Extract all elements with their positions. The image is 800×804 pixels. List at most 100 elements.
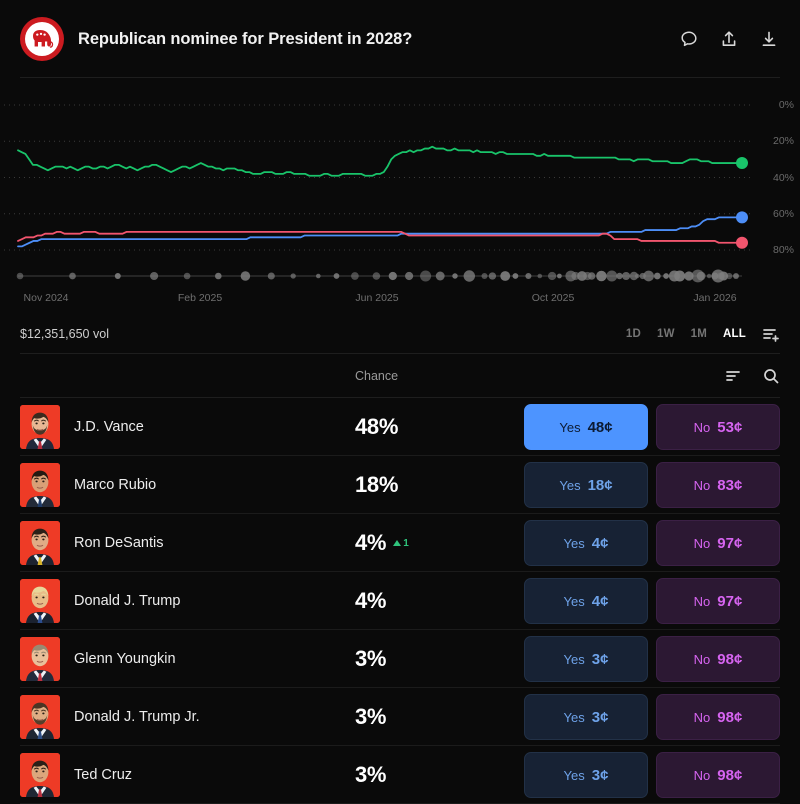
- yes-label: Yes: [559, 477, 581, 493]
- no-price: 98¢: [717, 708, 743, 726]
- yes-button[interactable]: Yes 3¢: [524, 694, 648, 740]
- timeline-event-marker: [372, 272, 381, 280]
- no-button[interactable]: No 97¢: [656, 520, 780, 566]
- header-actions: [678, 28, 780, 50]
- event-timeline[interactable]: [0, 268, 800, 290]
- comment-icon[interactable]: [678, 28, 700, 50]
- table-row[interactable]: Ron DeSantis 4% 1 Yes 4¢ No 97¢: [0, 514, 800, 572]
- timeline-event-marker: [69, 272, 76, 280]
- market-header: Republican nominee for President in 2028…: [0, 0, 800, 78]
- no-button[interactable]: No 98¢: [656, 694, 780, 740]
- row-divider: [20, 687, 780, 688]
- bet-button-group: Yes 4¢ No 97¢: [524, 520, 780, 566]
- timeline-event-marker: [547, 271, 557, 281]
- range-button-1w[interactable]: 1W: [656, 328, 675, 340]
- row-divider: [20, 455, 780, 456]
- chance-cell: 3%: [355, 704, 387, 730]
- timeline-event-marker: [420, 270, 432, 282]
- timeline-event-marker: [463, 270, 476, 282]
- no-button[interactable]: No 97¢: [656, 578, 780, 624]
- timeline-event-marker: [315, 273, 321, 279]
- avatar-ron-desantis: [20, 521, 60, 565]
- no-button[interactable]: No 98¢: [656, 636, 780, 682]
- row-divider: [20, 571, 780, 572]
- timeline-event-marker: [596, 270, 607, 282]
- chart-line-marco-rubio: [17, 216, 743, 248]
- timeline-event-marker: [571, 271, 580, 281]
- timeline-event-marker: [333, 273, 340, 279]
- timeline-event-marker: [267, 272, 275, 280]
- avatar-jd-vance: [20, 405, 60, 449]
- no-label: No: [693, 419, 711, 435]
- avatar-marco-rubio: [20, 463, 60, 507]
- timeline-event-marker: [114, 273, 121, 279]
- chart-x-axis: Nov 2024 Feb 2025 Jun 2025 Oct 2025 Jan 2026: [0, 290, 800, 314]
- table-tools: [724, 367, 780, 385]
- chance-value: 3%: [355, 646, 387, 671]
- page-title: Republican nominee for President in 2028…: [78, 29, 413, 48]
- sort-icon[interactable]: [724, 367, 742, 385]
- timeline-event-marker: [481, 272, 488, 280]
- no-button[interactable]: No 83¢: [656, 462, 780, 508]
- timeline-event-marker: [719, 271, 729, 281]
- no-price: 83¢: [717, 476, 743, 494]
- no-label: No: [693, 477, 711, 493]
- timeline-event-marker: [634, 273, 640, 279]
- table-row[interactable]: Ted Cruz 3% Yes 3¢ No 98¢: [0, 746, 800, 804]
- row-divider: [20, 513, 780, 514]
- chart-endpoint-dot: [736, 211, 748, 224]
- no-label: No: [693, 767, 711, 783]
- table-row[interactable]: Donald J. Trump Jr. 3% Yes 3¢ No 98¢: [0, 688, 800, 746]
- yes-price: 3¢: [591, 708, 609, 726]
- candidate-name: Marco Rubio: [74, 477, 157, 493]
- timeline-event-marker: [435, 271, 445, 281]
- row-divider: [20, 629, 780, 630]
- no-label: No: [693, 651, 711, 667]
- table-row[interactable]: Donald J. Trump 4% Yes 4¢ No 97¢: [0, 572, 800, 630]
- table-row[interactable]: Marco Rubio 18% Yes 18¢ No 83¢: [0, 456, 800, 514]
- timeline-event-marker: [525, 272, 532, 280]
- no-button[interactable]: No 53¢: [656, 404, 780, 450]
- candidate-name: Ted Cruz: [74, 767, 133, 783]
- yes-price: 18¢: [587, 476, 613, 494]
- chance-value: 3%: [355, 704, 387, 729]
- no-price: 53¢: [717, 418, 743, 436]
- table-row[interactable]: Glenn Youngkin 3% Yes 3¢ No 98¢: [0, 630, 800, 688]
- triangle-up-icon: [393, 540, 402, 546]
- change-value: 1: [403, 537, 409, 549]
- yes-label: Yes: [563, 593, 585, 609]
- chance-cell: 4% 1: [355, 530, 409, 556]
- timeline-event-marker: [616, 272, 623, 280]
- timeline-event-marker: [629, 271, 639, 281]
- chance-value: 4%: [355, 530, 387, 555]
- add-to-list-icon[interactable]: [762, 325, 780, 343]
- yes-price: 4¢: [591, 592, 609, 610]
- yes-button[interactable]: Yes 4¢: [524, 578, 648, 624]
- chart-plot-area[interactable]: 80% 60% 40% 20% 0%: [0, 86, 800, 266]
- share-icon[interactable]: [718, 28, 740, 50]
- header-divider: [20, 77, 780, 78]
- range-button-1m[interactable]: 1M: [690, 328, 708, 340]
- yes-price: 4¢: [591, 534, 609, 552]
- time-range-group: 1D 1W 1M ALL: [626, 325, 780, 343]
- chance-value: 48%: [355, 414, 399, 439]
- no-button[interactable]: No 98¢: [656, 752, 780, 798]
- candidate-name: Ron DeSantis: [74, 535, 164, 551]
- gop-elephant-icon: [20, 17, 64, 61]
- chance-value: 18%: [355, 472, 399, 497]
- table-row[interactable]: J.D. Vance 48% Yes 48¢ No 53¢: [0, 398, 800, 456]
- chart-endpoint-dot: [736, 236, 748, 249]
- chance-value: 4%: [355, 588, 387, 613]
- yes-button[interactable]: Yes 3¢: [524, 636, 648, 682]
- range-button-all[interactable]: ALL: [723, 328, 746, 340]
- yes-button[interactable]: Yes 3¢: [524, 752, 648, 798]
- download-icon[interactable]: [758, 28, 780, 50]
- range-button-1d[interactable]: 1D: [625, 328, 641, 340]
- yes-button[interactable]: Yes 18¢: [524, 462, 648, 508]
- timeline-event-marker: [706, 273, 712, 279]
- search-icon[interactable]: [762, 367, 780, 385]
- timeline-event-marker: [405, 271, 414, 281]
- yes-button[interactable]: Yes 48¢: [524, 404, 648, 450]
- yes-label: Yes: [563, 651, 585, 667]
- yes-button[interactable]: Yes 4¢: [524, 520, 648, 566]
